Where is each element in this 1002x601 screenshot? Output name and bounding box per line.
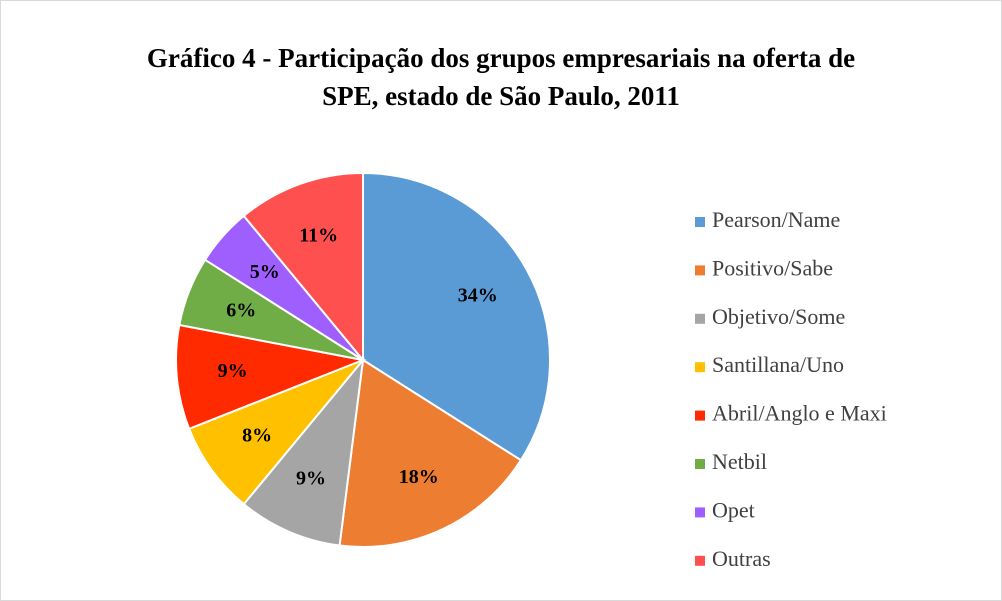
legend-label: Positivo/Sabe [712,255,833,280]
legend-label: Pearson/Name [712,207,840,232]
data-label: 5% [250,261,280,283]
legend-swatch [695,459,705,469]
pie-slice [242,356,365,547]
legend-label: Abril/Anglo e Maxi [712,401,887,426]
legend-label: Santillana/Uno [712,352,844,377]
legend-label: Opet [712,497,755,522]
chart-title: Gráfico 4 - Participação dos grupos empr… [146,43,856,111]
pie-slice [187,359,364,506]
legend-swatch [695,410,705,421]
pie-slice [175,323,367,431]
legend-label: Objetivo/Some [712,304,845,329]
legend-label: Outras [712,546,771,571]
pie-slice [242,171,364,363]
legend-swatch [695,507,705,518]
legend-swatch [695,313,705,324]
legend-swatch [695,362,705,373]
data-label: 8% [242,425,272,447]
pie-slice [362,171,551,462]
data-label: 9% [218,360,248,382]
data-label: 6% [226,299,256,321]
data-label: 11% [299,224,338,246]
data-label: 9% [296,468,326,490]
legend-swatch [695,265,705,276]
legend-label: Netbil [712,449,767,474]
data-label: 34% [458,285,498,307]
pie-slice [338,358,523,548]
data-label: 18% [399,466,439,488]
legend-swatch [695,217,705,227]
legend-swatch [695,555,705,566]
